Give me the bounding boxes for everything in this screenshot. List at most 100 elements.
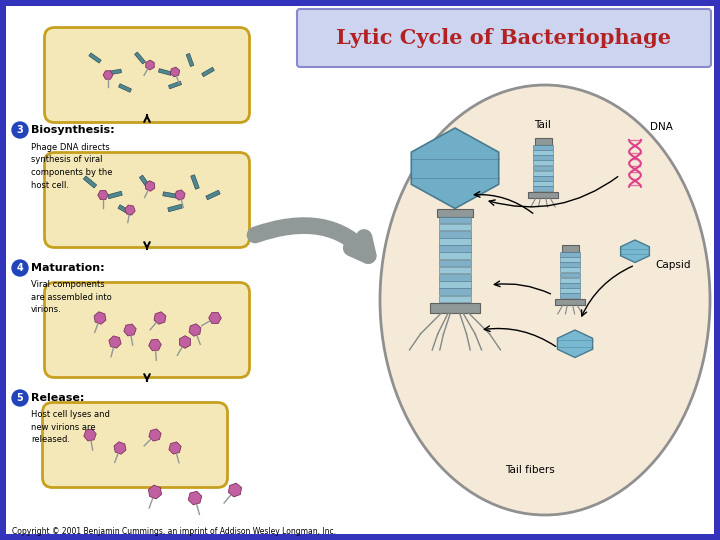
Text: 5: 5 bbox=[17, 393, 23, 403]
FancyBboxPatch shape bbox=[439, 238, 471, 245]
FancyBboxPatch shape bbox=[560, 288, 580, 293]
FancyBboxPatch shape bbox=[439, 231, 471, 238]
FancyBboxPatch shape bbox=[45, 282, 250, 377]
Polygon shape bbox=[98, 191, 108, 200]
FancyBboxPatch shape bbox=[528, 192, 558, 198]
FancyBboxPatch shape bbox=[560, 273, 580, 278]
Text: Tail fibers: Tail fibers bbox=[505, 465, 555, 475]
FancyBboxPatch shape bbox=[42, 402, 228, 488]
FancyBboxPatch shape bbox=[439, 224, 471, 231]
Polygon shape bbox=[158, 69, 171, 76]
Text: 3: 3 bbox=[17, 125, 23, 135]
Ellipse shape bbox=[380, 85, 710, 515]
FancyBboxPatch shape bbox=[533, 145, 553, 150]
FancyBboxPatch shape bbox=[560, 278, 580, 282]
Circle shape bbox=[12, 390, 28, 406]
FancyBboxPatch shape bbox=[560, 283, 580, 288]
FancyBboxPatch shape bbox=[533, 155, 553, 160]
FancyBboxPatch shape bbox=[560, 262, 580, 267]
FancyBboxPatch shape bbox=[439, 253, 471, 259]
Polygon shape bbox=[188, 491, 202, 505]
FancyBboxPatch shape bbox=[562, 245, 578, 252]
Polygon shape bbox=[202, 68, 215, 77]
Text: 4: 4 bbox=[17, 263, 23, 273]
FancyBboxPatch shape bbox=[6, 6, 714, 534]
Polygon shape bbox=[119, 84, 132, 92]
Polygon shape bbox=[206, 190, 220, 200]
Polygon shape bbox=[103, 71, 113, 79]
Polygon shape bbox=[154, 312, 166, 324]
Circle shape bbox=[12, 260, 28, 276]
Polygon shape bbox=[411, 128, 499, 208]
Polygon shape bbox=[145, 181, 155, 191]
Polygon shape bbox=[149, 339, 161, 350]
FancyBboxPatch shape bbox=[297, 9, 711, 67]
Polygon shape bbox=[168, 81, 181, 89]
FancyBboxPatch shape bbox=[45, 152, 250, 247]
Text: Release:: Release: bbox=[31, 393, 84, 403]
Text: Phage DNA directs
synthesis of viral
components by the
host cell.: Phage DNA directs synthesis of viral com… bbox=[31, 143, 112, 190]
Text: Maturation:: Maturation: bbox=[31, 263, 104, 273]
Text: Copyright © 2001 Benjamin Cummings, an imprint of Addison Wesley Longman, Inc.: Copyright © 2001 Benjamin Cummings, an i… bbox=[12, 528, 336, 537]
FancyBboxPatch shape bbox=[533, 171, 553, 176]
FancyBboxPatch shape bbox=[439, 260, 471, 266]
Text: Lytic Cycle of Bacteriophage: Lytic Cycle of Bacteriophage bbox=[336, 28, 672, 48]
Text: Viral components
are assembled into
virions.: Viral components are assembled into viri… bbox=[31, 280, 112, 314]
Polygon shape bbox=[89, 53, 102, 63]
FancyBboxPatch shape bbox=[436, 208, 474, 217]
Polygon shape bbox=[186, 53, 194, 66]
Polygon shape bbox=[168, 204, 182, 212]
FancyBboxPatch shape bbox=[554, 299, 585, 305]
FancyBboxPatch shape bbox=[560, 293, 580, 298]
Polygon shape bbox=[84, 429, 96, 441]
Text: Biosynthesis:: Biosynthesis: bbox=[31, 125, 114, 135]
Polygon shape bbox=[621, 240, 649, 262]
Circle shape bbox=[12, 122, 28, 138]
Text: Host cell lyses and
new virions are
released.: Host cell lyses and new virions are rele… bbox=[31, 410, 110, 444]
Polygon shape bbox=[189, 324, 201, 336]
FancyArrowPatch shape bbox=[255, 226, 368, 255]
FancyBboxPatch shape bbox=[439, 281, 471, 288]
Text: DNA: DNA bbox=[650, 122, 673, 132]
Polygon shape bbox=[108, 191, 122, 199]
Polygon shape bbox=[140, 175, 150, 189]
FancyBboxPatch shape bbox=[439, 295, 471, 302]
Text: Tail: Tail bbox=[534, 120, 552, 130]
FancyBboxPatch shape bbox=[533, 166, 553, 170]
FancyBboxPatch shape bbox=[439, 245, 471, 252]
Polygon shape bbox=[179, 336, 191, 348]
Polygon shape bbox=[135, 52, 145, 64]
Polygon shape bbox=[118, 205, 132, 215]
Polygon shape bbox=[145, 60, 154, 70]
Polygon shape bbox=[175, 190, 185, 200]
FancyBboxPatch shape bbox=[534, 138, 552, 145]
Polygon shape bbox=[84, 176, 96, 188]
FancyBboxPatch shape bbox=[533, 186, 553, 191]
Polygon shape bbox=[169, 442, 181, 454]
FancyBboxPatch shape bbox=[533, 160, 553, 165]
Polygon shape bbox=[149, 429, 161, 441]
Polygon shape bbox=[209, 313, 221, 323]
Polygon shape bbox=[228, 483, 242, 497]
Polygon shape bbox=[171, 67, 179, 77]
FancyBboxPatch shape bbox=[45, 28, 250, 123]
FancyBboxPatch shape bbox=[533, 150, 553, 155]
FancyBboxPatch shape bbox=[439, 267, 471, 273]
Polygon shape bbox=[109, 69, 122, 75]
FancyBboxPatch shape bbox=[439, 288, 471, 295]
Polygon shape bbox=[94, 312, 106, 324]
FancyBboxPatch shape bbox=[560, 257, 580, 262]
Polygon shape bbox=[557, 330, 593, 357]
FancyBboxPatch shape bbox=[439, 274, 471, 281]
Polygon shape bbox=[109, 336, 121, 348]
FancyBboxPatch shape bbox=[560, 267, 580, 272]
Polygon shape bbox=[191, 175, 199, 189]
Polygon shape bbox=[125, 205, 135, 215]
Polygon shape bbox=[124, 324, 136, 336]
FancyBboxPatch shape bbox=[439, 217, 471, 223]
FancyBboxPatch shape bbox=[560, 252, 580, 256]
FancyBboxPatch shape bbox=[430, 303, 480, 313]
Text: Capsid: Capsid bbox=[655, 260, 690, 270]
Polygon shape bbox=[163, 192, 177, 198]
Polygon shape bbox=[148, 485, 161, 499]
